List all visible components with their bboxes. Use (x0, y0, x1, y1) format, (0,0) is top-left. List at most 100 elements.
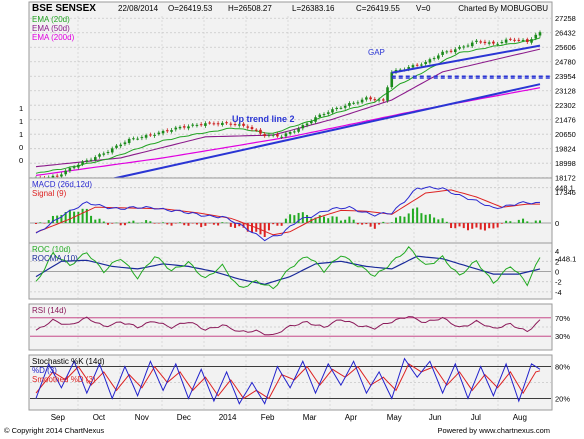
candle-body (165, 130, 169, 132)
candle-body (225, 122, 228, 124)
histogram-bar (462, 223, 465, 229)
stoch-k-title: Stochastic %K (14d) (32, 357, 105, 366)
candle-body (157, 132, 161, 135)
histogram-bar (373, 223, 376, 229)
rsi-y-ticks: 70% 30% (555, 314, 570, 341)
rsi-title: RSI (14d) (32, 306, 67, 315)
histogram-bar (123, 223, 126, 226)
candle-body (381, 99, 385, 101)
histogram-bar (251, 223, 253, 233)
candle-body (432, 58, 436, 60)
histogram-bar (450, 223, 453, 229)
histogram-bar (289, 214, 292, 223)
histogram-bar (488, 223, 491, 229)
rocma-line (35, 255, 541, 285)
roc-tick-label: 0 (555, 268, 559, 277)
macd-series (35, 186, 541, 242)
candle-body (85, 160, 89, 162)
header-date: 22/08/2014 (118, 4, 159, 13)
x-axis-labels: Sep Oct Nov Dec 2014 Feb Mar Apr May Jun Jul Aug (51, 413, 527, 422)
candle-body (352, 102, 355, 104)
candle-body (233, 124, 237, 126)
price-legend: EMA (20d) EMA (50d) EMA (200d) (32, 15, 75, 42)
candle-body (237, 124, 241, 126)
candle-body (415, 64, 419, 66)
gap-lines (391, 75, 552, 79)
histogram-bar (382, 221, 385, 223)
histogram-bar (369, 223, 372, 227)
candle-body (242, 123, 245, 126)
histogram-bar (399, 216, 402, 223)
candle-body (470, 42, 474, 47)
ema-20-line (35, 37, 541, 174)
x-tick-label: Jul (471, 413, 481, 422)
candle-body (178, 126, 182, 129)
candle-body (161, 130, 165, 134)
candle-body (462, 46, 466, 48)
legend-ema20: EMA (20d) (32, 15, 70, 24)
roc-line (35, 246, 541, 290)
histogram-bar (496, 223, 499, 228)
stochastic-tick-label: 80% (555, 363, 570, 372)
candle-body (93, 157, 97, 161)
candle-body (428, 59, 432, 63)
candle-body (81, 161, 84, 165)
stochastic-gridlines (30, 356, 551, 409)
candle-body (437, 55, 440, 59)
histogram-bar (318, 215, 321, 223)
histogram-bar (145, 220, 148, 223)
histogram-bar (47, 220, 50, 223)
histogram-bar (454, 223, 457, 229)
candle-body (280, 136, 283, 138)
histogram-bar (314, 217, 317, 223)
header-volume: V=0 (416, 4, 431, 13)
legend-ema200: EMA (200d) (32, 33, 75, 42)
histogram-bar (238, 223, 241, 227)
left-tick-label: 0 (19, 156, 23, 165)
legend-ema50: EMA (50d) (32, 24, 70, 33)
histogram-bar (517, 219, 520, 223)
stoch-k-series (35, 357, 541, 405)
left-tick-label: 0 (19, 143, 23, 152)
candle-body (407, 67, 411, 70)
price-tick-label: 18998 (555, 159, 576, 168)
histogram-bar (509, 221, 512, 223)
histogram-bar (471, 223, 474, 229)
candle-body (212, 123, 216, 125)
rocma-series (35, 255, 541, 285)
candle-body (373, 99, 377, 101)
candle-body (348, 103, 351, 106)
histogram-bar (263, 223, 266, 238)
histogram-bar (403, 216, 406, 223)
candle-body (208, 122, 211, 124)
candle-body (271, 134, 275, 136)
histogram-bar (522, 218, 525, 223)
candle-body (98, 154, 101, 157)
candle-body (267, 134, 271, 136)
candle-body (229, 123, 233, 125)
histogram-bar (356, 223, 359, 225)
candle-body (174, 127, 178, 130)
x-tick-label: May (387, 413, 402, 422)
histogram-bar (293, 215, 296, 223)
price-tick-label: 25606 (555, 43, 576, 52)
histogram-bar (229, 223, 232, 227)
histogram-bar (331, 216, 334, 223)
histogram-bar (35, 223, 37, 225)
histogram-bar (68, 209, 71, 223)
candle-body (140, 137, 144, 139)
roc-panel-bg (28, 242, 553, 300)
short-trend-line (391, 44, 541, 74)
histogram-bar (234, 223, 237, 228)
histogram-bar (107, 223, 109, 225)
histogram-bar (162, 222, 165, 223)
stochastic-tick-label: 20% (555, 394, 570, 403)
stoch-d-title: %D (3) (32, 366, 57, 375)
candle-body (343, 105, 347, 108)
histogram-bar (102, 221, 105, 223)
price-tick-label: 17346 (555, 188, 576, 197)
histogram-bar (179, 222, 181, 223)
candle-body (411, 65, 415, 68)
histogram-bar (390, 222, 393, 223)
ema-20-series (35, 37, 541, 174)
